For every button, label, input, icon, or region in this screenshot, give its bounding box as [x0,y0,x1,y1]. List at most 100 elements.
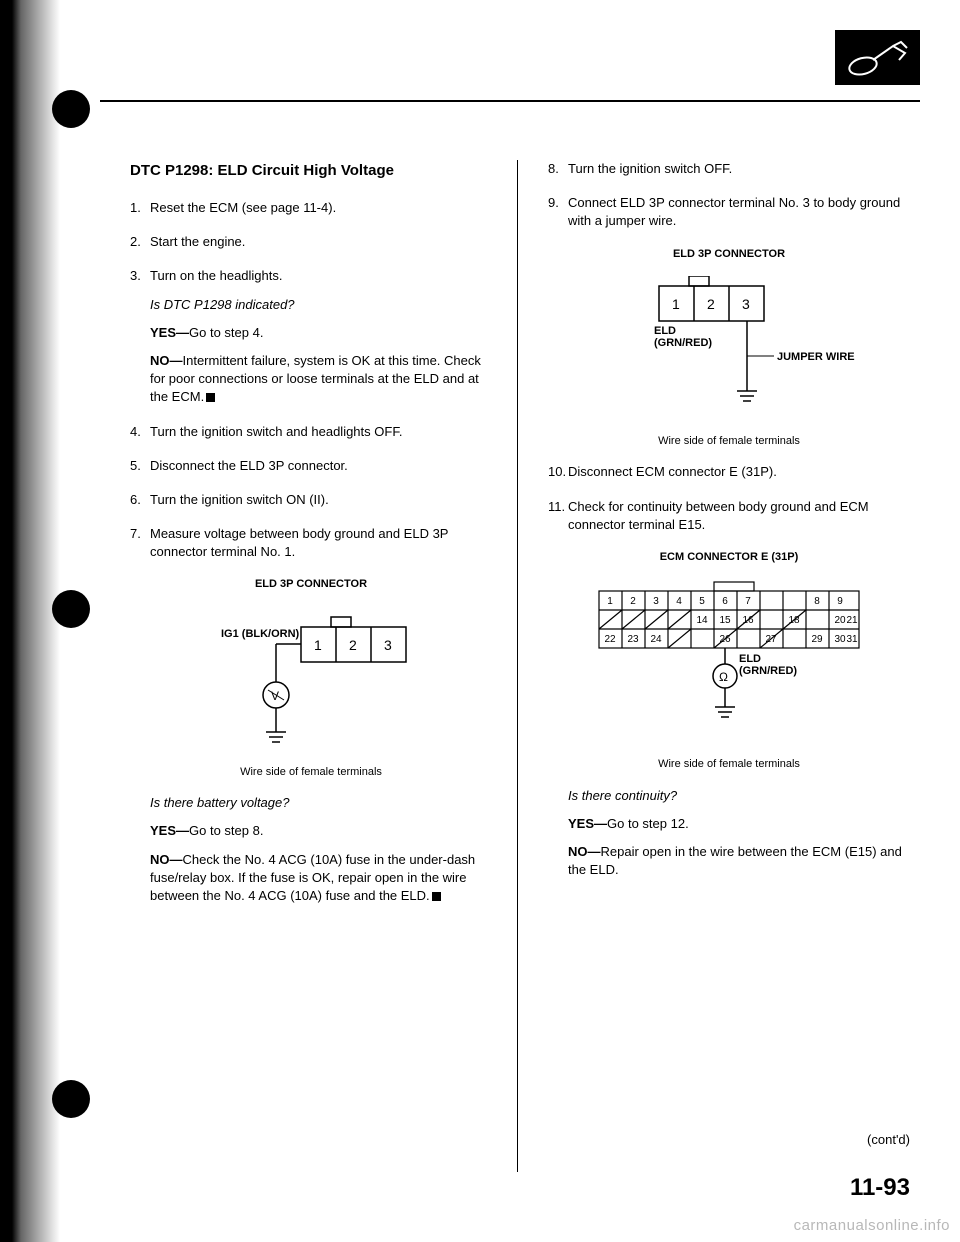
step-text: Reset the ECM (see page 11-4). [150,200,336,215]
no-text: Intermittent failure, system is OK at th… [150,353,481,404]
svg-text:9: 9 [837,596,843,607]
step-text: Turn the ignition switch and headlights … [150,424,402,439]
ecm-connector-diagram: 123 456 789 141516 182021 222324 2627 29… [548,579,910,749]
step-yes: YES—Go to step 4. [150,324,492,342]
yes-answer: YES—Go to step 8. [150,822,492,840]
diagram-caption: Wire side of female terminals [130,765,492,780]
connector-svg: 1 2 3 ELD (GRN/RED) JUMPER WIRE [599,276,859,426]
svg-text:20: 20 [834,615,846,626]
left-steps-list: 1. Reset the ECM (see page 11-4). 2. Sta… [130,199,492,561]
svg-text:1: 1 [607,596,613,607]
right-steps-a: 8. Turn the ignition switch OFF. 9. Conn… [548,160,910,231]
no-label: NO— [150,353,183,368]
svg-text:29: 29 [811,634,823,645]
end-square-icon [206,393,215,402]
eld-3p-diagram-right: 1 2 3 ELD (GRN/RED) JUMPER WIRE [548,276,910,426]
yes-text: Go to step 8. [189,823,263,838]
pin-2: 2 [707,296,715,312]
diagram-caption: Wire side of female terminals [548,434,910,449]
step-num: 11. [548,498,565,516]
svg-text:3: 3 [653,596,659,607]
wire-label-2: (GRN/RED) [654,337,712,349]
step-text: Disconnect ECM connector E (31P). [568,464,777,479]
dtc-code: DTC P1298: [130,162,213,179]
step: 11. Check for continuity between body gr… [548,498,910,534]
svg-text:14: 14 [696,615,708,626]
svg-text:4: 4 [676,596,682,607]
step: 10. Disconnect ECM connector E (31P). [548,463,910,481]
no-label: NO— [150,852,183,867]
diagram-caption: Wire side of female terminals [548,757,910,772]
step-num: 1. [130,199,141,217]
yes-text: Go to step 4. [189,325,263,340]
jumper-label: JUMPER WIRE [777,351,855,363]
section-icon-box [835,30,920,85]
page-number: 11-93 [850,1174,910,1202]
hole-punch-icon [52,590,90,628]
svg-text:27: 27 [765,634,777,645]
no-text: Repair open in the wire between the ECM … [568,844,902,877]
step: 2. Start the engine. [130,233,492,251]
no-answer: NO—Repair open in the wire between the E… [568,843,910,879]
continued-label: (cont'd) [867,1132,910,1147]
step-text: Turn the ignition switch OFF. [568,161,732,176]
diagram-title: ELD 3P CONNECTOR [548,247,910,262]
wire-label-1: ELD [739,653,761,665]
no-answer: NO—Check the No. 4 ACG (10A) fuse in the… [150,851,492,906]
step-num: 6. [130,491,141,509]
step: 1. Reset the ECM (see page 11-4). [130,199,492,217]
content-columns: DTC P1298: ELD Circuit High Voltage 1. R… [130,160,910,1172]
svg-text:26: 26 [719,634,731,645]
svg-text:15: 15 [719,615,731,626]
step: 7. Measure voltage between body ground a… [130,525,492,561]
step-text: Connect ELD 3P connector terminal No. 3 … [568,195,900,228]
yes-label: YES— [568,816,607,831]
step: 9. Connect ELD 3P connector terminal No.… [548,194,910,230]
step-question: Is DTC P1298 indicated? [150,296,492,314]
svg-text:31: 31 [846,634,858,645]
step-text: Start the engine. [150,234,245,249]
yes-label: YES— [150,823,189,838]
watermark: carmanualsonline.info [794,1217,950,1234]
no-text: Check the No. 4 ACG (10A) fuse in the un… [150,852,475,903]
dtc-title: DTC P1298: ELD Circuit High Voltage [130,160,492,181]
svg-text:24: 24 [650,634,662,645]
svg-text:7: 7 [745,596,751,607]
left-after-block: Is there battery voltage? YES—Go to step… [130,794,492,905]
svg-text:18: 18 [788,615,800,626]
svg-text:6: 6 [722,596,728,607]
end-square-icon [432,892,441,901]
step-num: 10. [548,463,566,481]
step: 6. Turn the ignition switch ON (II). [130,491,492,509]
svg-text:30: 30 [834,634,846,645]
fuel-pump-icon [843,38,913,78]
step-num: 3. [130,267,141,285]
svg-text:16: 16 [742,615,754,626]
pin-1: 1 [314,637,322,653]
no-label: NO— [568,844,601,859]
wire-label: IG1 (BLK/ORN) [221,628,300,640]
wire-label-1: ELD [654,325,676,337]
yes-answer: YES—Go to step 12. [568,815,910,833]
yes-text: Go to step 12. [607,816,689,831]
step-no: NO—Intermittent failure, system is OK at… [150,352,492,407]
pin-3: 3 [742,296,750,312]
step-text: Measure voltage between body ground and … [150,526,448,559]
step-text: Check for continuity between body ground… [568,499,869,532]
step-num: 4. [130,423,141,441]
dtc-desc: ELD Circuit High Voltage [218,162,394,179]
diagram-title: ECM CONNECTOR E (31P) [548,550,910,565]
step-num: 2. [130,233,141,251]
yes-label: YES— [150,325,189,340]
svg-text:21: 21 [846,615,858,626]
question: Is there battery voltage? [150,794,492,812]
connector-svg: IG1 (BLK/ORN) 1 2 3 V [201,607,421,757]
step: 3. Turn on the headlights. Is DTC P1298 … [130,267,492,406]
svg-text:23: 23 [627,634,639,645]
hole-punch-icon [52,1080,90,1118]
step-num: 5. [130,457,141,475]
svg-text:2: 2 [630,596,636,607]
pin-3: 3 [384,637,392,653]
right-column: 8. Turn the ignition switch OFF. 9. Conn… [538,160,910,1172]
step: 5. Disconnect the ELD 3P connector. [130,457,492,475]
